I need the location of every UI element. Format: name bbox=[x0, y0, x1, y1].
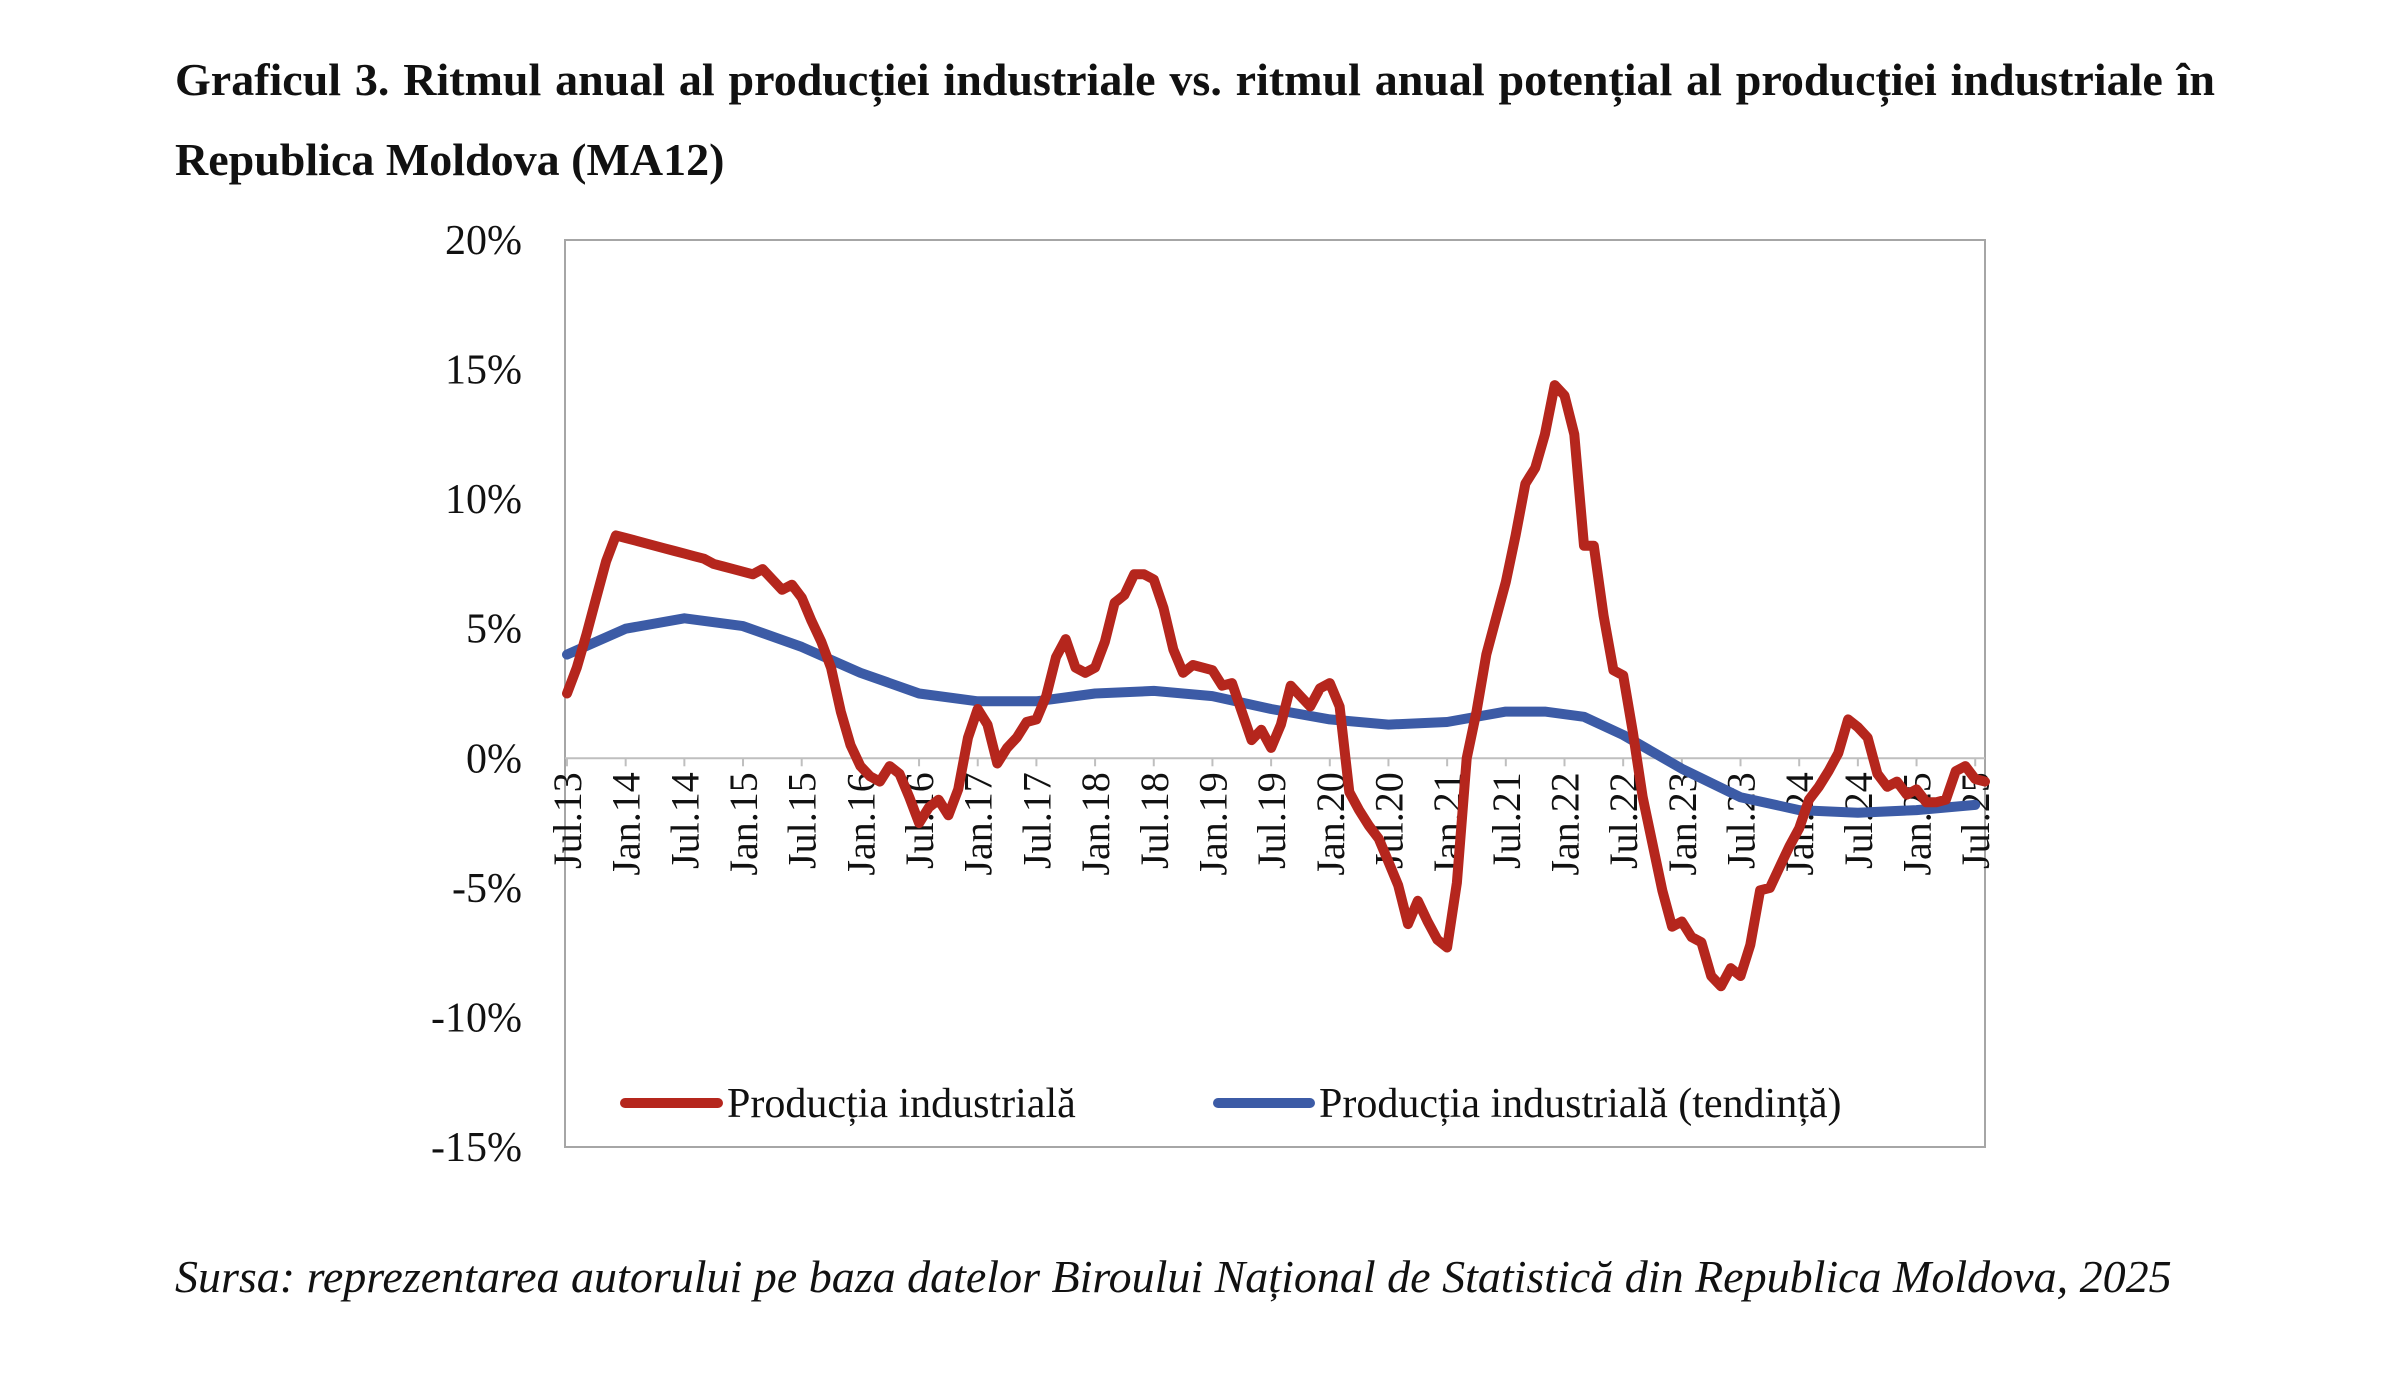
y-axis: 20% 15% 10% 5% 0% -5% -10% -15% bbox=[431, 218, 522, 1171]
x-tick-label: Jan.22 bbox=[1542, 772, 1587, 875]
x-axis: Jul.13 Jan.14 Jul.14 Jan.15 Jul.15 Jan.16 Jul.… bbox=[545, 758, 1998, 876]
x-tick-label: Jul.14 bbox=[662, 772, 707, 869]
x-tick-label: Jan.16 bbox=[838, 772, 883, 875]
y-tick-label: 20% bbox=[445, 218, 522, 264]
x-tick-label: Jan.15 bbox=[721, 772, 766, 875]
x-tick-label: Jul.25 bbox=[1953, 772, 1998, 869]
x-tick-label: Jan.23 bbox=[1660, 772, 1705, 875]
series-line bbox=[562, 380, 1990, 992]
y-tick-label: 0% bbox=[466, 736, 522, 782]
x-tick-label: Jul.21 bbox=[1484, 772, 1529, 869]
legend-label: Producția industrială (tendință) bbox=[1319, 1081, 1842, 1127]
chart-title: Graficul 3. Ritmul anual al producției i… bbox=[175, 54, 2215, 185]
legend-label: Producția industrială bbox=[727, 1081, 1076, 1127]
x-tick-label: Jul.15 bbox=[780, 772, 825, 869]
source-note: Sursa: reprezentarea autorului pe baza d… bbox=[175, 1251, 2172, 1302]
y-tick-label: -15% bbox=[431, 1125, 522, 1171]
legend: Producția industrială Producția industria… bbox=[620, 1081, 1842, 1127]
x-tick-label: Jan.19 bbox=[1190, 772, 1235, 875]
x-tick-label: Jul.17 bbox=[1014, 772, 1059, 869]
x-tick-label: Jul.19 bbox=[1249, 772, 1294, 869]
x-tick-label: Jul.13 bbox=[545, 772, 590, 869]
x-tick-label: Jul.24 bbox=[1836, 772, 1881, 869]
y-tick-label: -10% bbox=[431, 995, 522, 1041]
y-tick-label: 5% bbox=[466, 607, 522, 653]
y-tick-label: -5% bbox=[452, 866, 522, 912]
y-tick-label: 15% bbox=[445, 348, 522, 394]
series-line bbox=[562, 613, 1981, 818]
x-tick-label: Jan.18 bbox=[1073, 772, 1118, 875]
plot-area bbox=[564, 239, 1986, 1148]
x-tick-label: Jan.14 bbox=[604, 772, 649, 875]
plot-frame bbox=[564, 239, 1986, 1148]
x-tick-label: Jul.18 bbox=[1132, 772, 1177, 869]
chart: 20%15%10%5%0%-5%-10%-15% Jul.13 Jan.14 Jul… bbox=[431, 218, 1998, 1171]
y-tick-label: 10% bbox=[445, 477, 522, 523]
series-lines bbox=[562, 380, 1990, 992]
